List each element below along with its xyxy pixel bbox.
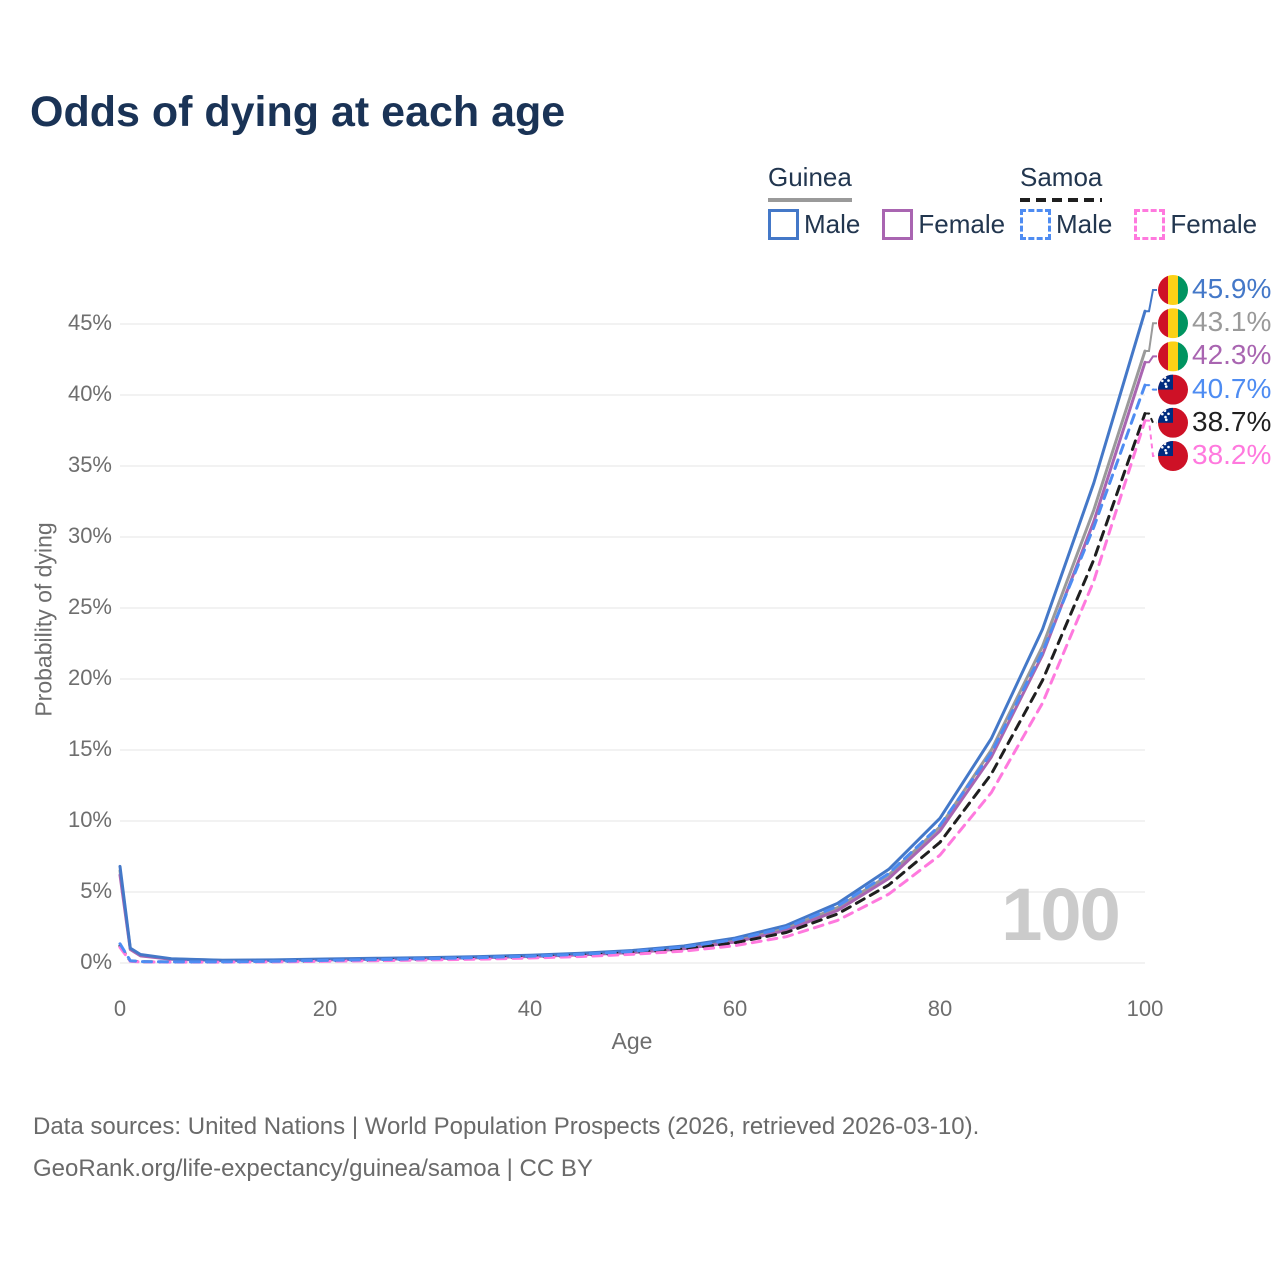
flag-icon-guinea <box>1158 275 1188 305</box>
flag-icon-samoa <box>1158 407 1188 438</box>
end-label-connector-guinea-female <box>1145 355 1157 364</box>
end-value-label-guinea-male: 45.9% <box>1192 273 1272 304</box>
legend-swatch-guinea-male[interactable] <box>768 209 799 240</box>
x-axis-title: Age <box>611 1028 653 1054</box>
end-label-connector-guinea-both <box>1145 322 1157 352</box>
hover-age-watermark: 100 <box>1001 873 1120 956</box>
end-value-label-samoa-both: 38.7% <box>1192 405 1272 437</box>
y-tick-label-10%: 10% <box>67 807 112 832</box>
flag-icon-guinea <box>1158 308 1188 339</box>
series-line-guinea-both[interactable] <box>118 349 1147 962</box>
y-axis-title: Probability of dying <box>30 522 57 717</box>
y-tick-label-35%: 35% <box>67 452 112 477</box>
x-tick-label-0: 0 <box>113 996 127 1021</box>
end-label-connector-samoa-female <box>1145 419 1157 457</box>
legend-label-samoa-male[interactable]: Male <box>1056 209 1113 239</box>
series-line-samoa-female[interactable] <box>118 419 1147 964</box>
end-value-label-guinea-both: 43.1% <box>1192 306 1272 338</box>
x-tick-label-20: 20 <box>312 996 338 1021</box>
footer: Data sources: United Nations | World Pop… <box>33 1106 979 1190</box>
legend-swatch-samoa-female[interactable] <box>1134 209 1166 240</box>
y-tick-label-5%: 5% <box>80 878 112 903</box>
legend-label-guinea-female[interactable]: Female <box>918 209 1006 239</box>
y-tick-label-15%: 15% <box>67 736 112 761</box>
series-line-samoa-male[interactable] <box>118 383 1147 964</box>
legend-country-guinea-label: Guinea <box>768 162 852 192</box>
end-label-connector-samoa-both <box>1145 412 1157 424</box>
end-label-connector-samoa-male <box>1145 384 1157 391</box>
series-line-guinea-male[interactable] <box>118 309 1147 962</box>
y-tick-label-45%: 45% <box>67 310 112 335</box>
flag-icon-samoa <box>1158 441 1188 471</box>
x-tick-label-100: 100 <box>1126 996 1164 1021</box>
legend-country-guinea[interactable]: Guinea <box>768 162 852 202</box>
x-tick-label-80: 80 <box>927 996 953 1021</box>
y-tick-label-30%: 30% <box>67 523 112 548</box>
legend-guinea-line-sample <box>768 198 852 202</box>
legend-country-samoa[interactable]: Samoa <box>1020 162 1103 202</box>
legend-label-samoa-female[interactable]: Female <box>1170 209 1258 239</box>
y-tick-label-25%: 25% <box>67 594 112 619</box>
legend-row-samoa: Male Female <box>1020 209 1279 240</box>
footer-source-line: Data sources: United Nations | World Pop… <box>33 1113 980 1140</box>
y-tick-label-40%: 40% <box>67 381 112 406</box>
legend-swatch-guinea-female[interactable] <box>882 209 914 240</box>
flag-icon-samoa <box>1158 374 1188 405</box>
y-tick-label-20%: 20% <box>67 665 112 690</box>
page-title: Odds of dying at each age <box>30 88 566 136</box>
end-value-label-samoa-male: 40.7% <box>1192 372 1272 404</box>
legend-label-guinea-male[interactable]: Male <box>804 209 861 239</box>
series-line-guinea-female[interactable] <box>118 360 1147 963</box>
flag-icon-guinea <box>1158 341 1188 372</box>
x-tick-label-40: 40 <box>517 996 543 1021</box>
end-value-label-guinea-female: 42.3% <box>1192 339 1272 371</box>
footer-url-line: GeoRank.org/life-expectancy/guinea/samoa… <box>33 1155 593 1182</box>
legend-swatch-samoa-male[interactable] <box>1020 209 1051 240</box>
end-value-label-samoa-female: 38.2% <box>1192 439 1272 470</box>
end-label-connector-guinea-male <box>1145 289 1157 313</box>
legend-country-samoa-label: Samoa <box>1020 162 1103 192</box>
legend-group-samoa: Samoa Male Female <box>1020 162 1279 240</box>
x-tick-label-60: 60 <box>722 996 748 1021</box>
y-tick-label-0%: 0% <box>80 949 112 974</box>
legend-group-guinea: Guinea Male Female <box>768 162 1027 240</box>
legend-row-guinea: Male Female <box>768 209 1027 240</box>
legend-samoa-line-sample <box>1020 198 1103 202</box>
